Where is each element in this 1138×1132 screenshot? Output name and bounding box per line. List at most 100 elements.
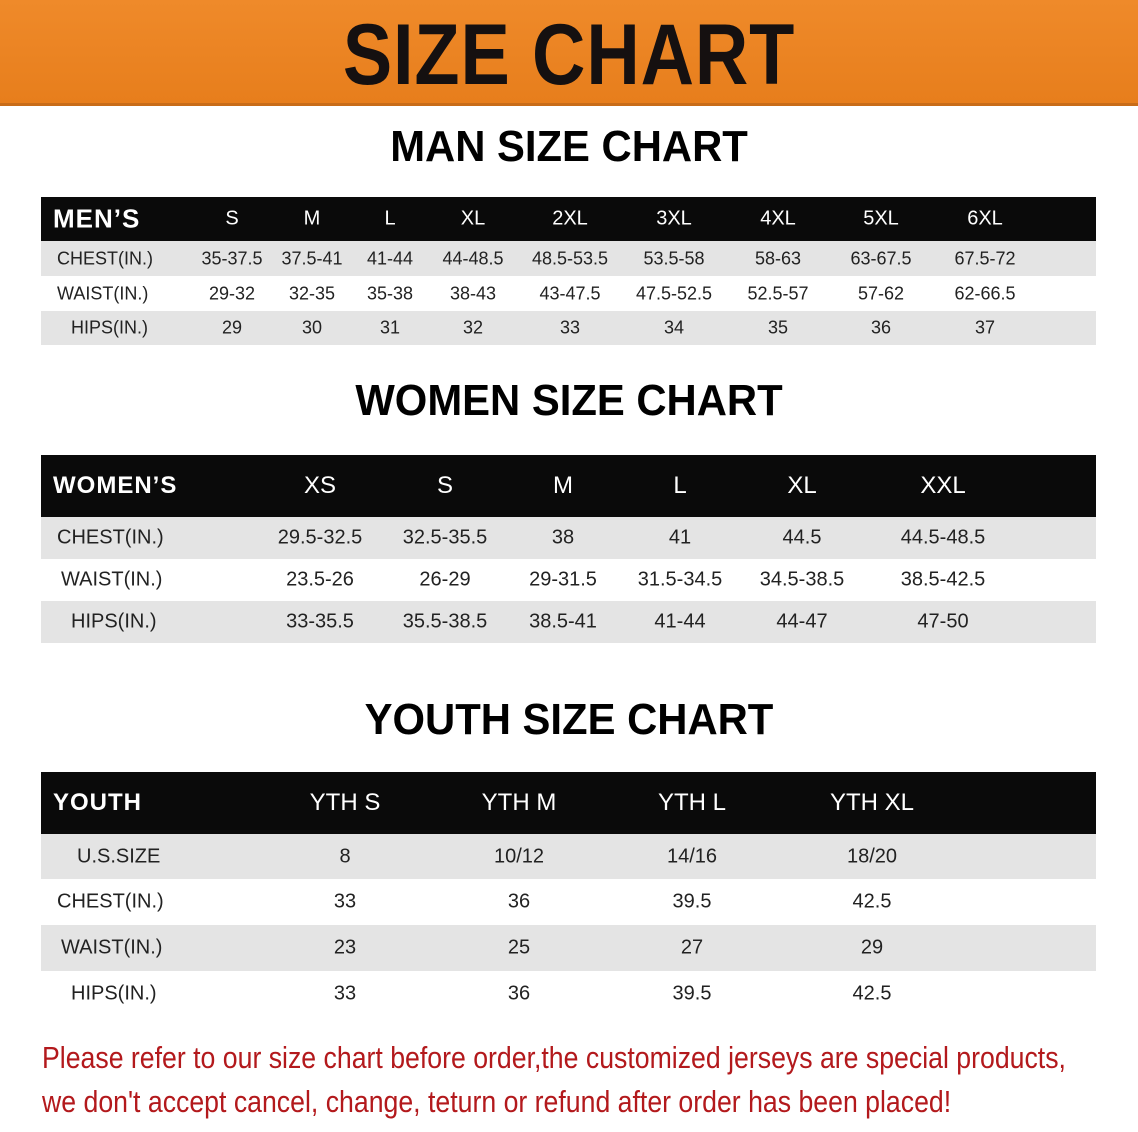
- table-cell: 47.5-52.5: [635, 283, 713, 303]
- table-cell: 23.5-26: [286, 568, 354, 591]
- measurement-label: HIPS(IN.): [71, 317, 149, 338]
- table-cell: 39.5: [672, 982, 712, 1004]
- table-cell: 31.5-34.5: [637, 568, 723, 591]
- women-section-title: WOMEN SIZE CHART: [355, 376, 783, 425]
- size-header-cell: YTH XL: [829, 789, 915, 816]
- table-row: HIPS(IN.) 29 30 31 32 33 34 35 36 37: [41, 311, 1096, 345]
- table-cell: 29: [221, 317, 243, 338]
- table-cell: 36: [507, 890, 531, 913]
- table-cell: 38.5-42.5: [900, 568, 986, 591]
- size-header-cell: XS: [303, 472, 337, 499]
- table-cell: 29-32: [208, 283, 256, 303]
- measurement-label: HIPS(IN.): [71, 610, 157, 633]
- size-header-cell: YTH L: [657, 789, 727, 816]
- table-cell: 10/12: [493, 845, 545, 867]
- table-cell: 33: [333, 982, 357, 1004]
- size-header-cell: L: [384, 207, 396, 230]
- table-cell: 44-47: [776, 610, 828, 633]
- youth-section-title: YOUTH SIZE CHART: [364, 695, 774, 744]
- table-cell: 38.5-41: [529, 610, 597, 633]
- women-size-table: WOMEN’S XS S M L XL XXL CHEST(IN.) 29.5-32.5 32.5…: [41, 455, 1096, 643]
- table-header-row: MEN’S S M L XL 2XL 3XL 4XL 5XL 6XL: [41, 197, 1096, 241]
- table-cell: 30: [301, 317, 323, 338]
- size-header-cell: M: [553, 472, 573, 499]
- table-cell: 35-38: [366, 283, 414, 303]
- table-cell: 43-47.5: [539, 283, 601, 303]
- table-cell: 53.5-58: [643, 248, 705, 268]
- table-cell: 41: [668, 526, 692, 549]
- table-cell: 29-31.5: [529, 568, 597, 591]
- table-row: U.S.SIZE 8 10/12 14/16 18/20: [41, 834, 1096, 879]
- table-cell: 35: [767, 317, 789, 338]
- table-cell: 29.5-32.5: [277, 526, 363, 549]
- table-header-row: WOMEN’S XS S M L XL XXL: [41, 455, 1096, 517]
- table-title-cell: WOMEN’S: [53, 472, 178, 499]
- notice-line-2: we don't accept cancel, change, teturn o…: [42, 1084, 952, 1119]
- table-cell: 25: [507, 936, 531, 959]
- measurement-label: WAIST(IN.): [61, 936, 163, 959]
- size-header-cell: YTH S: [309, 789, 381, 816]
- table-cell: 32-35: [288, 283, 336, 303]
- table-cell: 34.5-38.5: [759, 568, 845, 591]
- table-cell: 37.5-41: [281, 248, 343, 268]
- size-header-cell: 2XL: [552, 207, 588, 230]
- table-row: HIPS(IN.) 33-35.5 35.5-38.5 38.5-41 41-44 44-…: [41, 601, 1096, 643]
- table-cell: 42.5: [852, 982, 892, 1004]
- table-cell: 32: [462, 317, 484, 338]
- table-row: CHEST(IN.) 33 36 39.5 42.5: [41, 879, 1096, 925]
- table-cell: 44.5-48.5: [900, 526, 986, 549]
- youth-size-table: YOUTH YTH S YTH M YTH L YTH XL U.S.SIZE 8 10/12…: [41, 772, 1096, 1016]
- table-header-row: YOUTH YTH S YTH M YTH L YTH XL: [41, 772, 1096, 834]
- table-cell: 14/16: [666, 845, 718, 867]
- table-cell: 44.5: [782, 526, 822, 549]
- table-cell: 29: [860, 936, 884, 959]
- table-cell: 47-50: [917, 610, 969, 633]
- table-cell: 48.5-53.5: [531, 248, 609, 268]
- table-cell: 8: [339, 845, 351, 867]
- table-cell: 58-63: [754, 248, 802, 268]
- table-cell: 33: [559, 317, 581, 338]
- table-cell: 26-29: [419, 568, 471, 591]
- size-header-cell: XL: [787, 472, 817, 499]
- men-section-title: MAN SIZE CHART: [390, 122, 748, 171]
- table-cell: 36: [507, 982, 531, 1004]
- men-size-table: MEN’S S M L XL 2XL 3XL 4XL 5XL 6XL CHEST(IN.) 35-37…: [41, 197, 1096, 345]
- table-cell: 57-62: [857, 283, 905, 303]
- notice: Please refer to our size chart before or…: [42, 1036, 1108, 1124]
- table-row: CHEST(IN.) 29.5-32.5 32.5-35.5 38 41 44.5 44.5…: [41, 517, 1096, 559]
- measurement-label: CHEST(IN.): [57, 248, 153, 268]
- size-header-cell: YTH M: [481, 789, 557, 816]
- size-header-cell: 4XL: [760, 207, 796, 230]
- measurement-label: WAIST(IN.): [57, 283, 149, 303]
- table-cell: 36: [870, 317, 892, 338]
- table-cell: 35.5-38.5: [402, 610, 488, 633]
- measurement-label: HIPS(IN.): [71, 982, 157, 1004]
- banner-title: SIZE CHART: [342, 7, 796, 103]
- table-cell: 31: [379, 317, 401, 338]
- size-header-cell: 3XL: [656, 207, 692, 230]
- table-cell: 44-48.5: [442, 248, 504, 268]
- table-cell: 35-37.5: [201, 248, 263, 268]
- table-cell: 33-35.5: [286, 610, 354, 633]
- table-cell: 27: [680, 936, 704, 959]
- table-row: WAIST(IN.) 29-32 32-35 35-38 38-43 43-47.5 47.…: [41, 276, 1096, 311]
- measurement-label: U.S.SIZE: [77, 845, 161, 867]
- size-header-cell: S: [436, 472, 454, 499]
- size-header-cell: L: [673, 472, 687, 499]
- table-cell: 34: [663, 317, 685, 338]
- table-cell: 63-67.5: [850, 248, 912, 268]
- size-header-cell: S: [225, 207, 239, 230]
- measurement-label: WAIST(IN.): [61, 568, 163, 591]
- size-header-cell: 6XL: [967, 207, 1003, 230]
- size-header-cell: XXL: [920, 472, 966, 499]
- measurement-label: CHEST(IN.): [57, 890, 164, 913]
- measurement-label: CHEST(IN.): [57, 526, 164, 549]
- table-cell: 67.5-72: [954, 248, 1016, 268]
- table-row: CHEST(IN.) 35-37.5 37.5-41 41-44 44-48.5 48.5…: [41, 241, 1096, 276]
- table-cell: 41-44: [366, 248, 414, 268]
- table-cell: 42.5: [852, 890, 892, 913]
- table-title-cell: YOUTH: [53, 789, 142, 816]
- table-cell: 37: [974, 317, 996, 338]
- table-cell: 32.5-35.5: [402, 526, 488, 549]
- table-cell: 62-66.5: [954, 283, 1016, 303]
